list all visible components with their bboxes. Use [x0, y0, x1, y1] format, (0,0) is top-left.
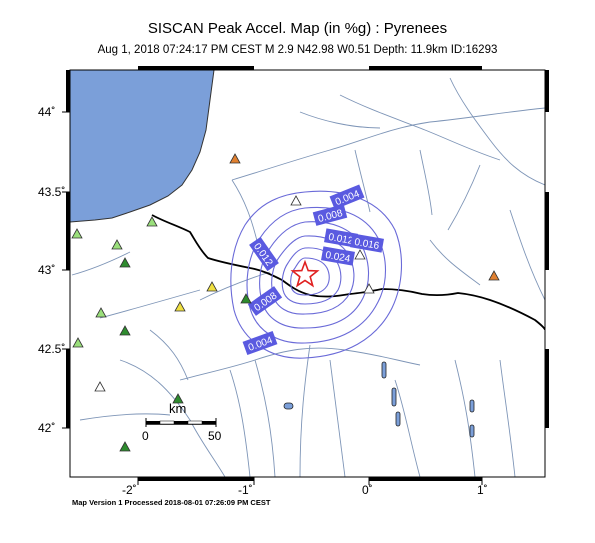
station-marker	[174, 301, 186, 312]
station-marker	[94, 381, 106, 392]
contour-label: 0.012	[324, 228, 358, 248]
contour-label: 0.024	[321, 246, 355, 266]
map-frame	[62, 66, 549, 485]
station-marker	[111, 239, 123, 250]
x-tick-label: 0˚	[362, 483, 373, 497]
y-tick-label: 42˚	[38, 421, 56, 435]
scale-bar	[145, 418, 217, 427]
station-marker	[72, 337, 84, 348]
reservoirs	[283, 361, 475, 438]
station-marker	[240, 293, 252, 304]
y-tick-label: 43˚	[38, 263, 56, 277]
station-marker	[146, 216, 158, 227]
station-marker	[363, 283, 375, 294]
scale-unit-label: km	[169, 401, 187, 416]
epicenter-star	[290, 259, 320, 288]
station-marker	[354, 249, 366, 260]
y-tick-label: 43.5˚	[38, 185, 66, 199]
x-tick-label: -2˚	[122, 483, 137, 497]
station-marker	[95, 307, 107, 318]
map-title: SISCAN Peak Accel. Map (in %g) : Pyrenee…	[147, 20, 448, 37]
scale-end-label: 50	[208, 429, 222, 443]
rivers	[71, 77, 545, 477]
contour-labels: 0.004 0.008 0.012 0.016 0.024 0.012	[242, 184, 384, 356]
station-marker	[206, 281, 218, 292]
station-marker	[488, 270, 500, 281]
station-marker	[119, 325, 131, 336]
map-version-footer: Map Version 1 Processed 2018-08-01 07:26…	[72, 498, 271, 507]
y-tick-label: 44˚	[38, 105, 56, 119]
y-tick-label: 42.5˚	[38, 342, 66, 356]
bay-of-biscay	[70, 70, 215, 223]
station-marker	[229, 153, 241, 164]
svg-text:0.012: 0.012	[327, 232, 354, 247]
station-marker	[290, 195, 302, 206]
svg-text:0.024: 0.024	[324, 250, 351, 265]
station-marker	[119, 441, 131, 452]
event-info: Aug 1, 2018 07:24:17 PM CEST M 2.9 N42.9…	[97, 44, 498, 56]
svg-text:0.016: 0.016	[353, 237, 380, 252]
stations	[71, 153, 500, 452]
station-marker	[172, 393, 184, 404]
station-marker	[119, 257, 131, 268]
scale-start-label: 0	[142, 429, 149, 443]
x-tick-label: -1˚	[238, 483, 253, 497]
x-tick-label: 1˚	[477, 483, 488, 497]
contour-label: 0.016	[350, 233, 384, 253]
station-marker	[71, 228, 83, 239]
